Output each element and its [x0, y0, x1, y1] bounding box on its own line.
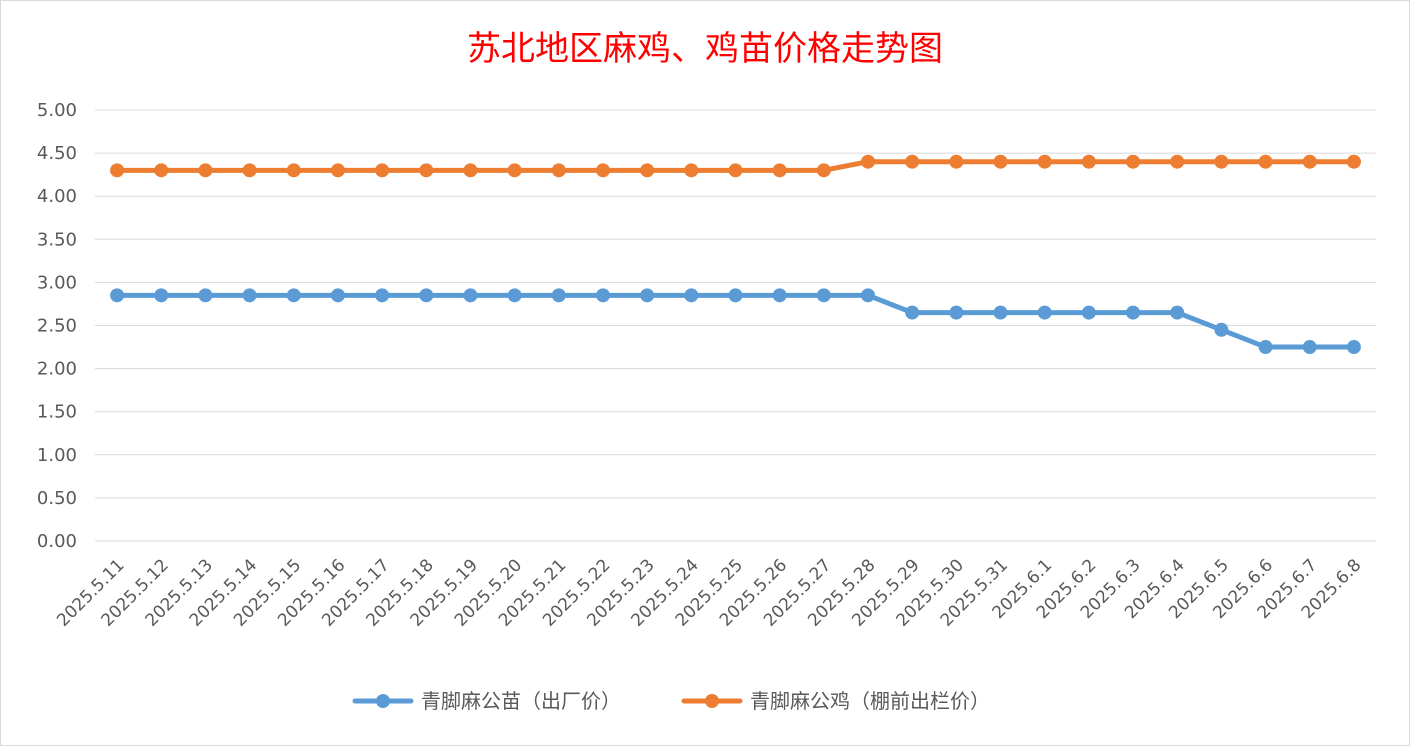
data-point [463, 163, 478, 178]
data-point [419, 163, 434, 178]
legend-label: 青脚麻公鸡（棚前出栏价） [750, 689, 990, 713]
y-axis-ticks: 0.00 0.50 1.00 1.50 2.00 2.50 3.00 3.50 4.00 4.50… [37, 100, 77, 552]
series-2 [110, 154, 1361, 178]
data-point [728, 163, 743, 178]
data-point [551, 288, 566, 303]
data-point [375, 288, 390, 303]
data-point [419, 288, 434, 303]
data-point [905, 154, 920, 169]
data-point [1258, 154, 1273, 169]
data-point [728, 288, 743, 303]
y-tick-label: 5.00 [37, 100, 77, 121]
y-tick-label: 3.00 [37, 272, 77, 293]
y-tick-label: 1.50 [37, 402, 77, 423]
data-point [551, 163, 566, 178]
data-point [154, 288, 169, 303]
data-point [198, 163, 213, 178]
legend-item: 青脚麻公苗（出厂价） [352, 689, 621, 713]
data-point [1081, 154, 1096, 169]
data-point [507, 288, 522, 303]
data-point [772, 288, 787, 303]
y-tick-label: 4.00 [37, 186, 77, 207]
data-point [1302, 340, 1317, 355]
data-point [993, 154, 1008, 169]
data-point [463, 288, 478, 303]
data-point [110, 288, 125, 303]
y-tick-label: 2.50 [37, 316, 77, 337]
data-point [110, 163, 125, 178]
data-point [242, 288, 257, 303]
data-point [1170, 305, 1185, 320]
data-point [1346, 340, 1361, 355]
y-tick-label: 1.00 [37, 445, 77, 466]
data-point [772, 163, 787, 178]
data-point [1258, 340, 1273, 355]
data-point [1126, 305, 1141, 320]
data-point [286, 163, 301, 178]
data-point [816, 288, 831, 303]
data-point [198, 288, 213, 303]
data-point [1037, 154, 1052, 169]
y-tick-label: 0.50 [37, 488, 77, 509]
y-tick-label: 2.00 [37, 359, 77, 380]
data-point [330, 163, 345, 178]
data-point [861, 154, 876, 169]
data-point [330, 288, 345, 303]
data-point [1081, 305, 1096, 320]
data-point [1214, 322, 1229, 337]
y-tick-label: 0.00 [37, 531, 77, 552]
data-point [1037, 305, 1052, 320]
legend: 青脚麻公苗（出厂价） 青脚麻公鸡（棚前出栏价） [352, 689, 990, 713]
legend-label: 青脚麻公苗（出厂价） [421, 689, 621, 713]
data-point [375, 163, 390, 178]
series-1 [110, 288, 1361, 355]
legend-swatch-marker [705, 694, 719, 708]
y-tick-label: 4.50 [37, 143, 77, 164]
data-point [993, 305, 1008, 320]
data-point [684, 163, 699, 178]
data-point [640, 288, 655, 303]
data-point [595, 163, 610, 178]
data-point [1214, 154, 1229, 169]
data-point [640, 163, 655, 178]
data-point [1302, 154, 1317, 169]
data-point [949, 154, 964, 169]
data-point [684, 288, 699, 303]
data-point [242, 163, 257, 178]
data-point [154, 163, 169, 178]
data-point [286, 288, 301, 303]
legend-swatch-marker [376, 694, 390, 708]
legend-item: 青脚麻公鸡（棚前出栏价） [681, 689, 990, 713]
data-point [949, 305, 964, 320]
data-point [507, 163, 522, 178]
data-point [1346, 154, 1361, 169]
chart-title: 苏北地区麻鸡、鸡苗价格走势图 [467, 29, 943, 69]
data-point [595, 288, 610, 303]
data-point [1126, 154, 1141, 169]
grid-lines [95, 109, 1376, 542]
series-group [110, 154, 1361, 355]
data-point [1170, 154, 1185, 169]
data-point [905, 305, 920, 320]
data-point [861, 288, 876, 303]
data-point [816, 163, 831, 178]
y-tick-label: 3.50 [37, 229, 77, 250]
